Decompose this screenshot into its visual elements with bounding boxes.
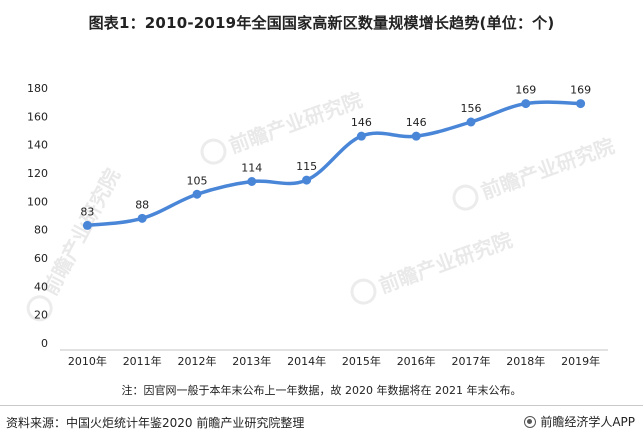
data-point <box>82 220 92 230</box>
x-tick-label: 2011年 <box>123 354 162 368</box>
y-tick-label: 140 <box>27 139 48 152</box>
data-point <box>356 131 366 141</box>
y-tick-label: 100 <box>27 195 48 208</box>
x-tick-label: 2015年 <box>342 354 381 368</box>
y-tick-label: 40 <box>34 280 48 293</box>
x-tick-label: 2013年 <box>232 354 271 368</box>
series-line <box>85 100 583 228</box>
y-tick-label: 160 <box>27 110 48 123</box>
data-label: 169 <box>515 84 536 97</box>
data-point <box>247 177 257 186</box>
data-point <box>411 131 421 141</box>
y-tick-label: 120 <box>27 167 48 180</box>
data-label: 83 <box>80 205 94 218</box>
x-axis: 2010年 2011年 2012年 2013年 2014年 2015年 2016年 2017年… <box>60 349 608 368</box>
x-tick-label: 2018年 <box>506 354 545 368</box>
data-label: 156 <box>461 102 482 115</box>
chart-note: 注：因官网一般于本年末公布上一年数据，故 2020 年数据将在 2021 年末公… <box>121 384 522 397</box>
y-tick-label: 180 <box>27 82 48 95</box>
y-tick-label: 20 <box>34 309 48 322</box>
y-tick-label: 0 <box>41 337 48 350</box>
brand-logo-icon <box>524 415 537 428</box>
data-point <box>576 99 586 109</box>
x-tick-label: 2012年 <box>178 354 217 368</box>
data-label: 146 <box>351 116 372 129</box>
data-label: 105 <box>187 174 208 187</box>
series-layer: 83 88 105 114 115 146 146 156 169 169 <box>80 84 591 230</box>
x-tick-label: 2017年 <box>452 354 491 368</box>
data-label: 115 <box>296 160 317 173</box>
data-label: 169 <box>570 84 591 97</box>
x-tick-label: 2010年 <box>68 354 107 368</box>
data-point <box>192 189 202 199</box>
chart-title: 图表1：2010-2019年全国国家高新区数量规模增长趋势(单位：个) <box>88 14 555 32</box>
x-tick-label: 2019年 <box>561 354 600 368</box>
source-text: 资料来源：中国火炬统计年鉴2020 前瞻产业研究院整理 <box>6 416 305 430</box>
footer-divider <box>0 405 643 406</box>
data-label: 146 <box>406 116 427 129</box>
brand-name: 前瞻经济学人APP <box>540 415 635 429</box>
brand: 前瞻经济学人APP <box>524 413 635 430</box>
data-point <box>302 175 312 185</box>
data-point <box>521 99 531 109</box>
data-label: 88 <box>135 198 149 211</box>
x-tick-label: 2016年 <box>397 354 436 368</box>
line-chart: 0 20 40 60 80 100 120 140 160 180 2010年 2011年 2012年… <box>27 82 608 368</box>
x-tick-label: 2014年 <box>287 354 326 368</box>
data-point <box>137 213 147 223</box>
y-tick-label: 60 <box>34 252 48 265</box>
data-point <box>466 117 476 127</box>
y-tick-label: 80 <box>34 224 48 237</box>
data-label: 114 <box>241 162 262 175</box>
y-axis: 0 20 40 60 80 100 120 140 160 180 <box>27 82 48 350</box>
